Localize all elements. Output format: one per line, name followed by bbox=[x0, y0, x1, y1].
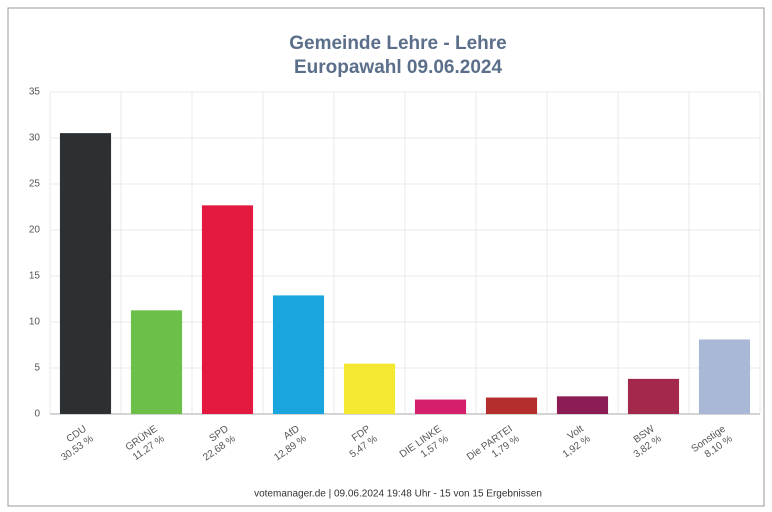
y-tick-label: 0 bbox=[34, 409, 40, 420]
y-tick-label: 15 bbox=[29, 271, 41, 282]
bar bbox=[485, 397, 538, 414]
bar bbox=[59, 133, 112, 414]
bar bbox=[414, 399, 467, 414]
bar bbox=[627, 378, 680, 414]
bar bbox=[698, 339, 751, 414]
y-tick-label: 5 bbox=[34, 363, 40, 374]
bar bbox=[343, 363, 396, 414]
bar bbox=[130, 310, 183, 414]
y-tick-label: 20 bbox=[29, 225, 41, 236]
chart-subtitle: Europawahl 09.06.2024 bbox=[294, 57, 502, 78]
y-tick-label: 30 bbox=[29, 133, 41, 144]
bar bbox=[556, 396, 609, 414]
y-tick-label: 25 bbox=[29, 179, 41, 190]
frame bbox=[7, 7, 765, 507]
chart-title: Gemeinde Lehre - Lehre bbox=[289, 33, 507, 54]
footer: votemanager.de | 09.06.2024 19:48 Uhr - … bbox=[254, 489, 542, 500]
y-tick-label: 10 bbox=[29, 317, 41, 328]
y-tick-label: 35 bbox=[29, 87, 41, 98]
bar bbox=[272, 295, 325, 414]
bar bbox=[201, 205, 254, 414]
